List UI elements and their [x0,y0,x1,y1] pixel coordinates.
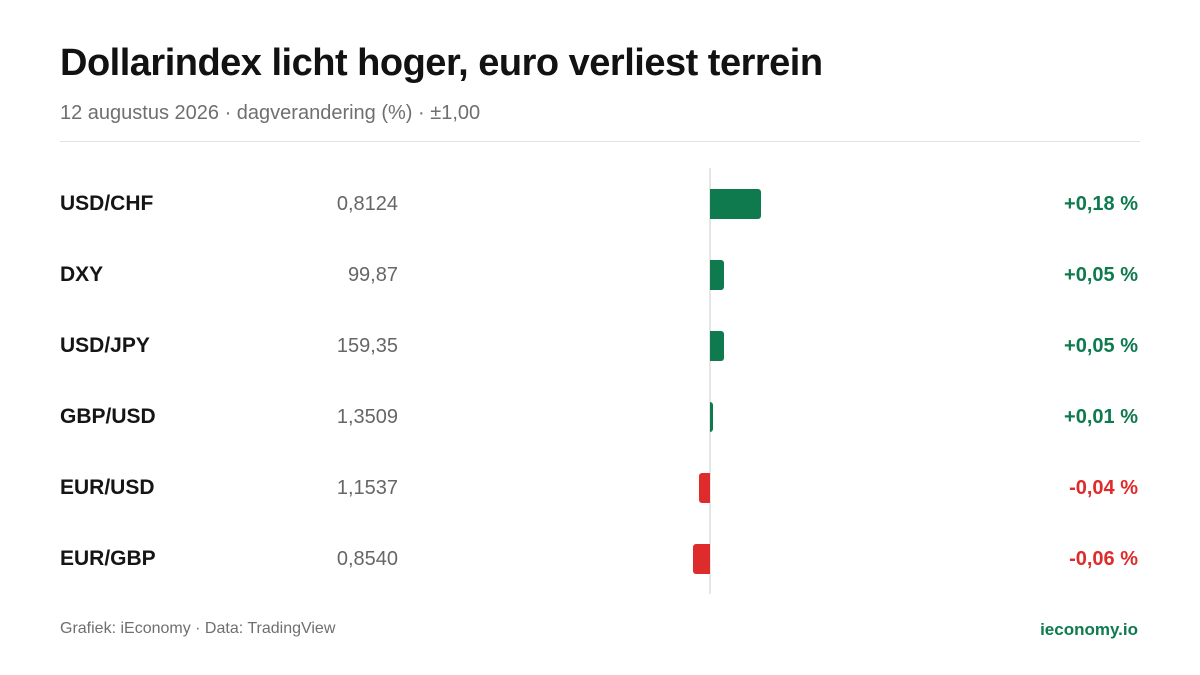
chart-subtitle: 12 augustus 2026 · dagverandering (%) · … [60,102,481,124]
bar [710,331,725,361]
change-label: +0,05 % [1064,335,1138,357]
row-label: GBP/USD [60,405,156,428]
brand-link[interactable]: ieconomy.io [1040,620,1138,639]
row-label: USD/CHF [60,192,154,215]
bar [710,189,762,219]
chart-title: Dollarindex licht hoger, euro verliest t… [60,42,823,84]
bar [710,260,725,290]
row-rate: 1,3509 [336,406,398,428]
row-rate: 0,8540 [336,548,398,570]
row-label: USD/JPY [60,334,150,357]
row-rate: 0,8124 [336,193,398,215]
row-label: DXY [60,263,104,286]
change-label: -0,04 % [1069,477,1138,499]
row-rate: 159,35 [336,335,398,357]
row-label: EUR/USD [60,476,155,499]
header-divider [60,141,1140,142]
bar [692,544,710,574]
change-label: +0,01 % [1064,406,1138,428]
change-label: -0,06 % [1069,548,1138,570]
source-credit: Grafiek: iEconomy · Data: TradingView [60,620,336,637]
row-rate: 99,87 [347,264,398,286]
row-rate: 1,1537 [336,477,398,499]
change-label: +0,18 % [1064,193,1138,215]
bar [710,402,713,432]
change-label: +0,05 % [1064,264,1138,286]
bar [698,473,710,503]
zero-axis-line [709,168,711,594]
row-label: EUR/GBP [60,547,156,570]
